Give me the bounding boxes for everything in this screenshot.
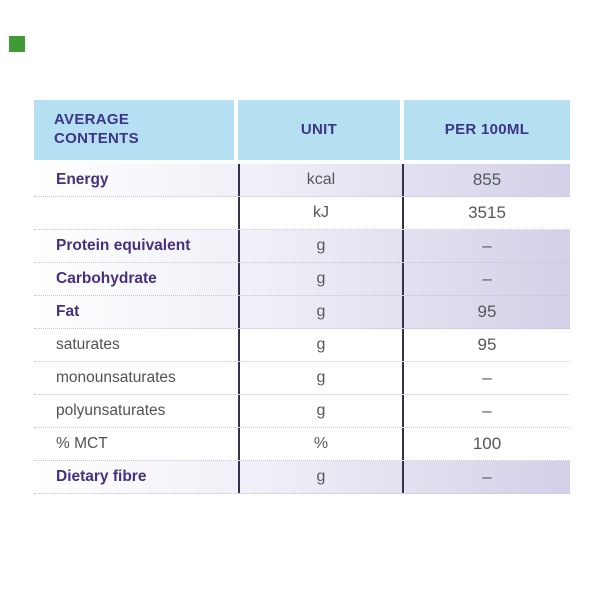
row-label: Energy [56,171,109,188]
row-unit: kcal [238,164,404,196]
nutrition-table: AVERAGE CONTENTS UNIT PER 100ML Energy kc… [34,100,570,494]
table-body: Energy kcal 855 kJ 3515 Protein equivalent g – C… [34,164,570,494]
table-row: Energy kcal 855 [34,164,570,197]
row-value: – [482,236,492,255]
row-value: – [482,467,492,486]
table-row: Protein equivalent g – [34,230,570,263]
table-row: kJ 3515 [34,197,570,230]
header-unit-label: UNIT [300,120,338,138]
table-row: % MCT% 100 [34,428,570,461]
row-label: Dietary fibre [56,468,147,485]
row-value: 3515 [468,203,506,222]
row-unit: g [238,263,404,295]
row-label: polyunsaturates [56,402,166,419]
table-header-row: AVERAGE CONTENTS UNIT PER 100ML [34,100,570,160]
table-row: monounsaturates g – [34,362,570,395]
row-value: 855 [472,170,502,189]
row-unit: g [238,395,404,427]
header-per-100ml-label: PER 100ML [444,120,530,138]
row-label: monounsaturates [56,369,176,386]
row-label: Protein equivalent [56,237,191,254]
row-unit: g [238,230,404,262]
brand-green-square-mark [9,36,25,52]
row-label: saturates [56,336,120,353]
row-unit: g [238,296,404,328]
row-unit: g [238,461,404,493]
row-unit: % [238,428,404,460]
row-label: % MCT [56,435,108,452]
row-value: 95 [477,302,497,321]
row-unit: g [238,362,404,394]
header-unit: UNIT [238,100,404,160]
header-average-contents-label: AVERAGE CONTENTS [54,111,139,147]
row-unit: g [238,329,404,361]
table-row: Carbohydrate g – [34,263,570,296]
row-value: 100 [472,434,502,453]
row-value: 95 [477,335,497,354]
row-value: – [482,269,492,288]
header-average-contents: AVERAGE CONTENTS [34,100,238,160]
row-label: Fat [56,303,80,320]
table-row: polyunsaturates g – [34,395,570,428]
header-per-100ml: PER 100ML [404,100,570,160]
table-row: Fat g 95 [34,296,570,329]
row-label: Carbohydrate [56,270,157,287]
row-label [34,197,238,229]
table-row: saturates g 95 [34,329,570,362]
row-value: – [482,401,492,420]
table-row: Dietary fibre g – [34,461,570,494]
row-value: – [482,368,492,387]
row-unit: kJ [238,197,404,229]
